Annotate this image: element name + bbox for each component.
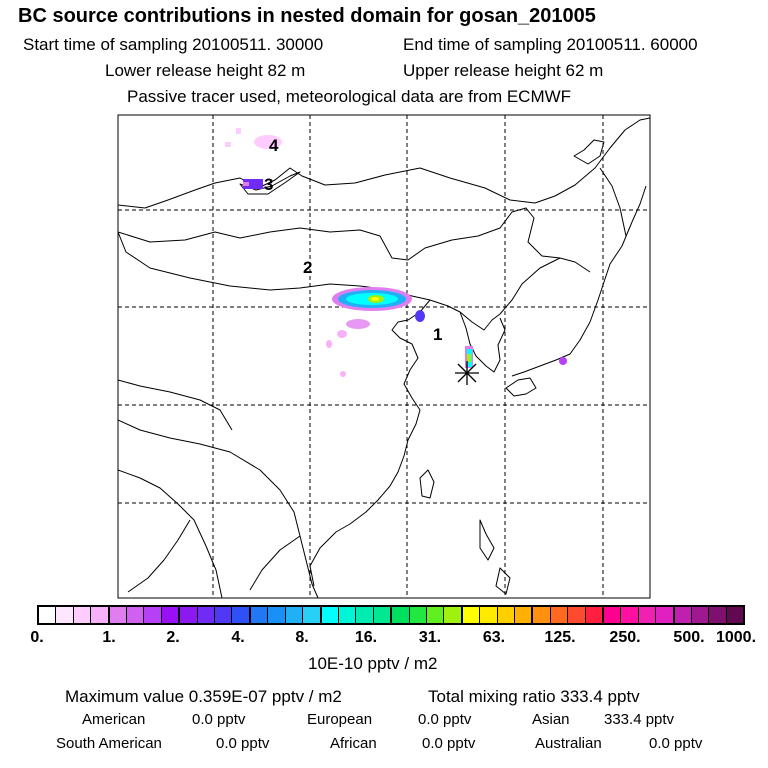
colorbar-cell	[604, 607, 622, 623]
colorbar-cell	[480, 607, 498, 623]
colorbar-cell	[638, 607, 657, 623]
colorbar-cell	[180, 607, 198, 623]
colorbar-tick: 2.	[166, 629, 180, 646]
maximum-value-label: Maximum value 0.359E-07 pptv / m2	[65, 687, 342, 706]
colorbar-cell	[533, 607, 551, 623]
region-label-2: 2	[303, 258, 312, 277]
upper-release-height-label: Upper release height 62 m	[403, 61, 604, 80]
colorbar-cell	[709, 607, 727, 623]
colorbar	[37, 605, 745, 625]
australian-label: Australian	[535, 735, 602, 752]
south-american-label: South American	[56, 735, 162, 752]
south-american-value: 0.0 pptv	[216, 735, 270, 752]
map-frame	[117, 114, 651, 599]
colorbar-tick: 500.	[673, 629, 705, 646]
colorbar-tick: 31.	[418, 629, 442, 646]
colorbar-cell	[674, 607, 693, 623]
colorbar-cell	[73, 607, 92, 623]
african-label: African	[330, 735, 377, 752]
american-label: American	[82, 711, 146, 728]
plume-south-3	[326, 340, 332, 348]
african-value: 0.0 pptv	[422, 735, 476, 752]
plume-baikal	[243, 179, 263, 189]
colorbar-cell	[144, 607, 162, 623]
end-time-label: End time of sampling 20100511. 60000	[403, 35, 698, 54]
colorbar-cell	[409, 607, 427, 623]
colorbar-cell	[161, 607, 181, 623]
colorbar-cell	[692, 607, 710, 623]
colorbar-cell	[426, 607, 445, 623]
start-time-label: Start time of sampling 20100511. 30000	[23, 35, 324, 54]
colorbar-cell	[127, 607, 145, 623]
colorbar-cell	[726, 607, 744, 623]
plume-south-4	[340, 371, 346, 377]
region-label-3: 3	[264, 175, 273, 194]
colorbar-tick: 1000.	[715, 629, 757, 646]
colorbar-cell	[197, 607, 216, 623]
colorbar-cell	[285, 607, 304, 623]
colorbar-tick: 63.	[482, 629, 506, 646]
colorbar-cell	[656, 607, 675, 623]
map-borders	[118, 117, 650, 598]
colorbar-tick: 4.	[231, 629, 245, 646]
plume-south-2	[337, 330, 347, 338]
colorbar-cell	[585, 607, 604, 623]
colorbar-cell	[514, 607, 534, 623]
map-plot: 1 2 3 4	[117, 114, 651, 599]
colorbar-cell	[303, 607, 322, 623]
colorbar-cell	[232, 607, 251, 623]
plume-main-peak	[371, 297, 379, 301]
lower-release-height-label: Lower release height 82 m	[105, 61, 306, 80]
colorbar-cell	[250, 607, 269, 623]
total-mixing-ratio-label: Total mixing ratio 333.4 pptv	[428, 687, 640, 706]
colorbar-cell	[373, 607, 393, 623]
colorbar-unit-label: 10E-10 pptv / m2	[308, 654, 438, 673]
plume-east	[415, 310, 425, 322]
colorbar-cell	[321, 607, 339, 623]
colorbar-tick: 16.	[354, 629, 378, 646]
colorbar-cell	[392, 607, 410, 623]
colorbar-tick: 8.	[295, 629, 309, 646]
source-plumes	[225, 128, 567, 377]
colorbar-cell	[91, 607, 110, 623]
european-label: European	[307, 711, 373, 728]
asian-value: 333.4 pptv	[604, 711, 675, 728]
region-label-1: 1	[433, 325, 442, 344]
colorbar-cell	[268, 607, 286, 623]
colorbar-cell	[462, 607, 481, 623]
colorbar-cell	[444, 607, 463, 623]
tracer-info-label: Passive tracer used, meteorological data…	[127, 87, 572, 106]
plume-korea-inner	[467, 354, 471, 362]
colorbar-cell	[621, 607, 639, 623]
plume-japan	[559, 357, 567, 365]
colorbar-cell	[338, 607, 357, 623]
european-value: 0.0 pptv	[418, 711, 472, 728]
receptor-star-icon	[455, 361, 479, 385]
colorbar-cell	[39, 607, 57, 623]
map-gridlines	[118, 115, 650, 598]
region-label-4: 4	[269, 136, 279, 155]
colorbar-cell	[497, 607, 515, 623]
plume-north	[254, 135, 282, 149]
colorbar-tick: 125.	[544, 629, 576, 646]
plot-title: BC source contributions in nested domain…	[18, 5, 596, 27]
colorbar-cell	[550, 607, 569, 623]
colorbar-cell	[356, 607, 374, 623]
colorbar-cell	[56, 607, 74, 623]
colorbar-tick: 250.	[609, 629, 641, 646]
colorbar-tick: 0.	[30, 629, 44, 646]
colorbar-cell	[215, 607, 233, 623]
american-value: 0.0 pptv	[192, 711, 246, 728]
australian-value: 0.0 pptv	[649, 735, 703, 752]
colorbar-cell	[568, 607, 586, 623]
colorbar-tick: 1.	[102, 629, 116, 646]
plume-south-1	[346, 319, 370, 329]
asian-label: Asian	[532, 711, 570, 728]
colorbar-cell	[109, 607, 128, 623]
